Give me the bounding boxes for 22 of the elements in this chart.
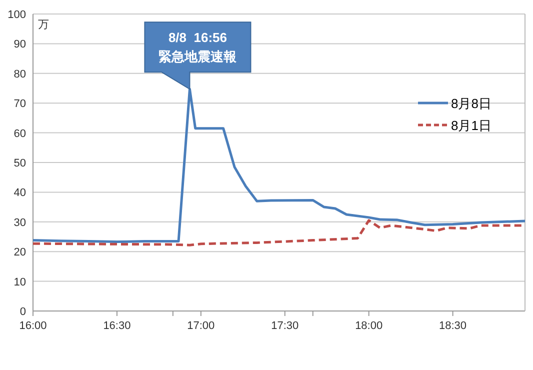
x-tick-label: 18:00 xyxy=(355,320,383,332)
y-tick-label: 10 xyxy=(14,276,26,288)
y-tick-label: 50 xyxy=(14,158,26,170)
y-tick-label: 30 xyxy=(14,216,26,229)
y-tick-label: 40 xyxy=(14,187,26,200)
y-tick-label: 20 xyxy=(14,246,26,259)
legend-label: 8月1日 xyxy=(451,118,492,133)
legend-label: 8月8日 xyxy=(451,96,492,111)
y-tick-label: 60 xyxy=(14,128,26,140)
y-tick-label: 90 xyxy=(14,38,26,51)
x-tick-label: 16:00 xyxy=(19,320,47,332)
annotation: 8/8 16:56 緊急地震速報 xyxy=(144,22,252,90)
x-tick-label: 16:30 xyxy=(103,320,131,332)
annotation: 8/8 16:56 緊急地震速報 xyxy=(158,30,238,64)
y-tick-label: 100 xyxy=(8,9,26,21)
y-tick-label: 80 xyxy=(14,68,26,80)
y-tick-label: 70 xyxy=(14,98,26,110)
x-tick-label: 17:30 xyxy=(271,320,299,332)
y-tick-label: 0 xyxy=(20,306,26,318)
x-tick-label: 18:30 xyxy=(439,320,467,332)
y-axis-title: 万 xyxy=(38,19,49,31)
x-tick-label: 17:00 xyxy=(187,320,215,332)
